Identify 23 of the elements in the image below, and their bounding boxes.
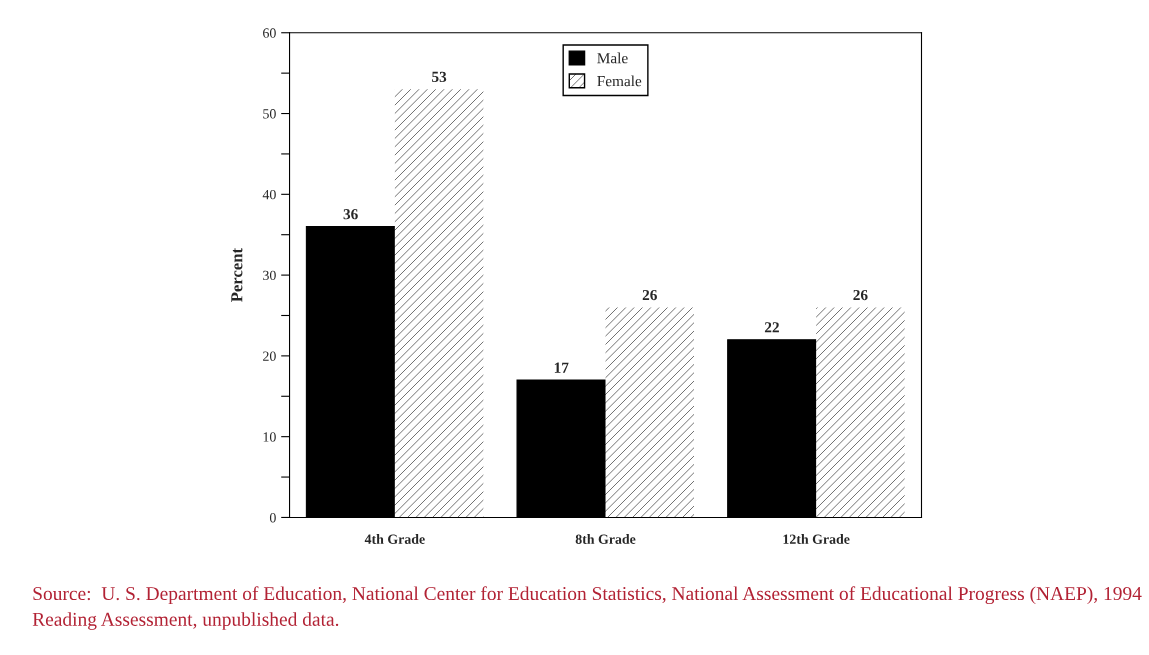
legend-label: Male xyxy=(597,52,628,64)
bar xyxy=(816,307,905,518)
y-tick-label: 0 xyxy=(269,513,276,523)
data-label: 36 xyxy=(343,209,358,220)
bar xyxy=(605,307,694,518)
y-tick-label: 30 xyxy=(263,270,276,281)
source-note: Source: U. S. Department of Education, National Center for Education Statistics, National Assessment of Educational Progress (NAEP), 1994 Reading Assessment, unpublished data. xyxy=(32,586,1142,630)
y-tick-label: 10 xyxy=(263,432,276,442)
data-label: 53 xyxy=(432,71,447,83)
x-tick-label: 8th Grade xyxy=(575,534,636,544)
data-label: 22 xyxy=(764,322,779,333)
bar xyxy=(394,89,484,518)
y-tick-label: 40 xyxy=(262,189,276,200)
data-label: 26 xyxy=(853,289,868,301)
data-label: 26 xyxy=(642,289,657,301)
x-tick-label: 4th Grade xyxy=(364,534,425,544)
data-label: 17 xyxy=(554,362,569,373)
y-tick-label: 50 xyxy=(263,109,276,119)
y-axis-title: Percent xyxy=(231,248,243,302)
x-tick-label: 12th Grade xyxy=(783,534,850,544)
y-tick-label: 20 xyxy=(263,351,276,361)
y-tick-label: 60 xyxy=(263,28,276,38)
legend-label: Female xyxy=(597,75,642,87)
